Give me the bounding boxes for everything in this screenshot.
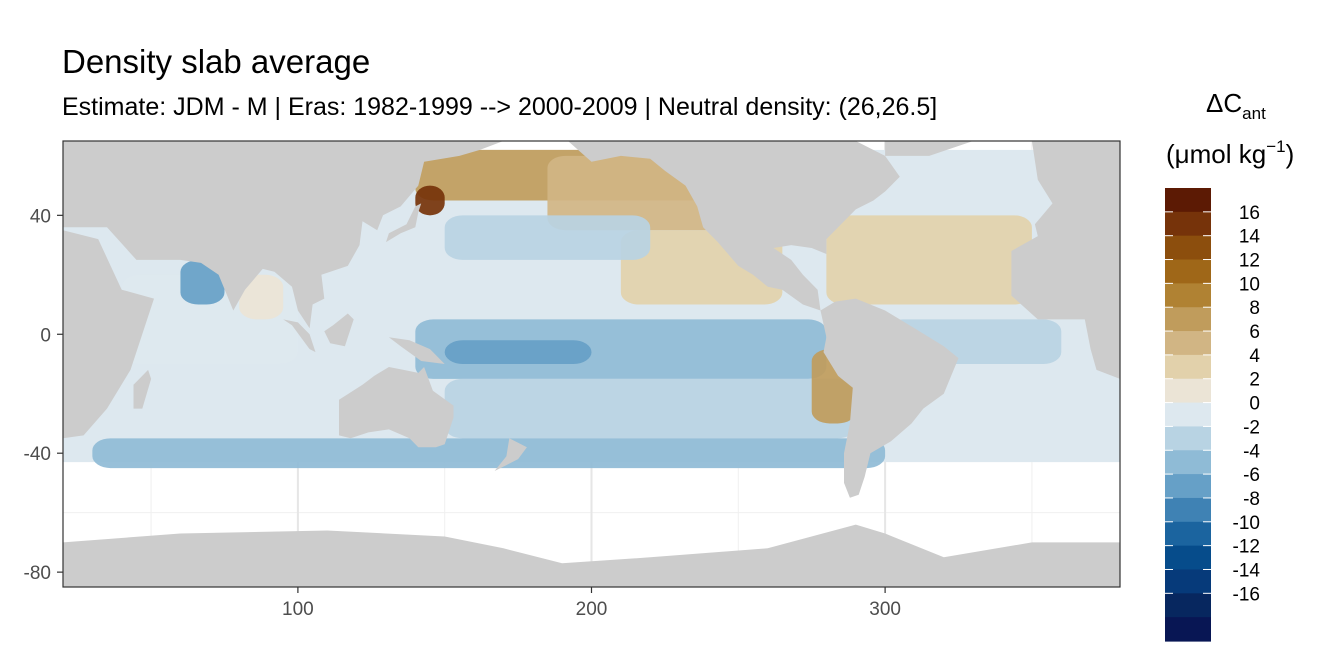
- colorbar-label: 10: [1239, 274, 1260, 295]
- colorbar-bin: [1165, 235, 1211, 261]
- y-tick-label: 40: [30, 206, 51, 227]
- y-tick-label: -80: [24, 563, 51, 584]
- colorbar-label: -12: [1233, 537, 1260, 558]
- colorbar: [1165, 188, 1211, 642]
- heat-region: [826, 215, 1032, 305]
- land-layer: [63, 141, 1120, 587]
- land-polygon: [388, 337, 445, 364]
- land-polygon: [339, 367, 454, 448]
- colorbar-label: -4: [1243, 441, 1260, 462]
- colorbar-bin: [1165, 593, 1211, 618]
- land-polygon: [324, 313, 354, 347]
- legend-title-main: ΔC: [1206, 88, 1242, 118]
- colorbar-bin: [1165, 521, 1211, 547]
- colorbar-label: -8: [1243, 489, 1260, 510]
- colorbar-label: -10: [1233, 513, 1260, 534]
- land-polygon: [1011, 141, 1120, 379]
- colorbar-label: -14: [1233, 560, 1261, 581]
- colorbar-bin: [1165, 331, 1211, 356]
- colorbar-bin: [1165, 497, 1211, 523]
- heat-region: [444, 215, 651, 260]
- legend-unit: (μmol kg: [1166, 139, 1266, 169]
- heat-region: [239, 274, 284, 320]
- heat-region: [444, 378, 856, 439]
- x-tick-label: 100: [282, 599, 314, 620]
- legend-unit-sup: −1: [1266, 137, 1285, 156]
- colorbar-bin: [1165, 402, 1211, 428]
- chart-subtitle: Estimate: JDM - M | Eras: 1982-1999 --> …: [62, 93, 938, 121]
- heat-region: [444, 340, 592, 364]
- y-tick-label: -40: [24, 444, 51, 465]
- colorbar-label: 4: [1249, 346, 1260, 367]
- colorbar-label: 14: [1239, 227, 1261, 248]
- colorbar-label: -6: [1243, 465, 1260, 486]
- land-polygon: [494, 438, 527, 471]
- land-polygon: [885, 141, 974, 156]
- legend-title-line1: ΔCant: [1206, 88, 1266, 123]
- colorbar-bin: [1165, 354, 1211, 380]
- colorbar-bin: [1165, 569, 1211, 594]
- land-polygon: [63, 230, 154, 439]
- heat-region: [415, 185, 445, 216]
- legend-unit-close: ): [1286, 139, 1295, 169]
- colorbar-bin: [1165, 259, 1211, 284]
- colorbar-bin: [1165, 378, 1211, 404]
- colorbar-bin: [1165, 188, 1211, 213]
- legend-title-sub: ant: [1242, 104, 1266, 123]
- land-polygon: [63, 524, 1120, 587]
- x-tick-label: 300: [869, 599, 901, 620]
- colorbar-bin: [1165, 617, 1211, 642]
- colorbar-bin: [1165, 426, 1211, 451]
- colorbar-label: 12: [1239, 251, 1260, 272]
- colorbar-label: 8: [1249, 298, 1260, 319]
- land-polygon: [133, 369, 152, 409]
- colorbar-label: 6: [1249, 322, 1260, 343]
- colorbar-bin: [1165, 545, 1211, 571]
- land-polygon: [63, 141, 504, 329]
- colorbar-bin: [1165, 283, 1211, 308]
- legend-title-line2: (μmol kg−1): [1166, 137, 1294, 169]
- chart-title: Density slab average: [62, 43, 371, 80]
- colorbar-bin: [1165, 450, 1211, 475]
- colorbar-label: -2: [1243, 417, 1260, 438]
- land-polygon: [568, 141, 900, 311]
- land-polygon: [820, 298, 959, 498]
- colorbar-label: -16: [1233, 584, 1260, 605]
- heat-region: [92, 438, 886, 469]
- colorbar-label: 2: [1249, 370, 1260, 391]
- colorbar-label: 16: [1239, 203, 1260, 224]
- colorbar-bin: [1165, 307, 1211, 332]
- x-tick-label: 200: [576, 599, 608, 620]
- colorbar-label: 0: [1249, 394, 1260, 415]
- y-tick-label: 0: [40, 325, 51, 346]
- colorbar-bin: [1165, 211, 1211, 237]
- land-polygon: [386, 203, 422, 243]
- land-polygon: [283, 319, 316, 353]
- colorbar-bin: [1165, 474, 1211, 499]
